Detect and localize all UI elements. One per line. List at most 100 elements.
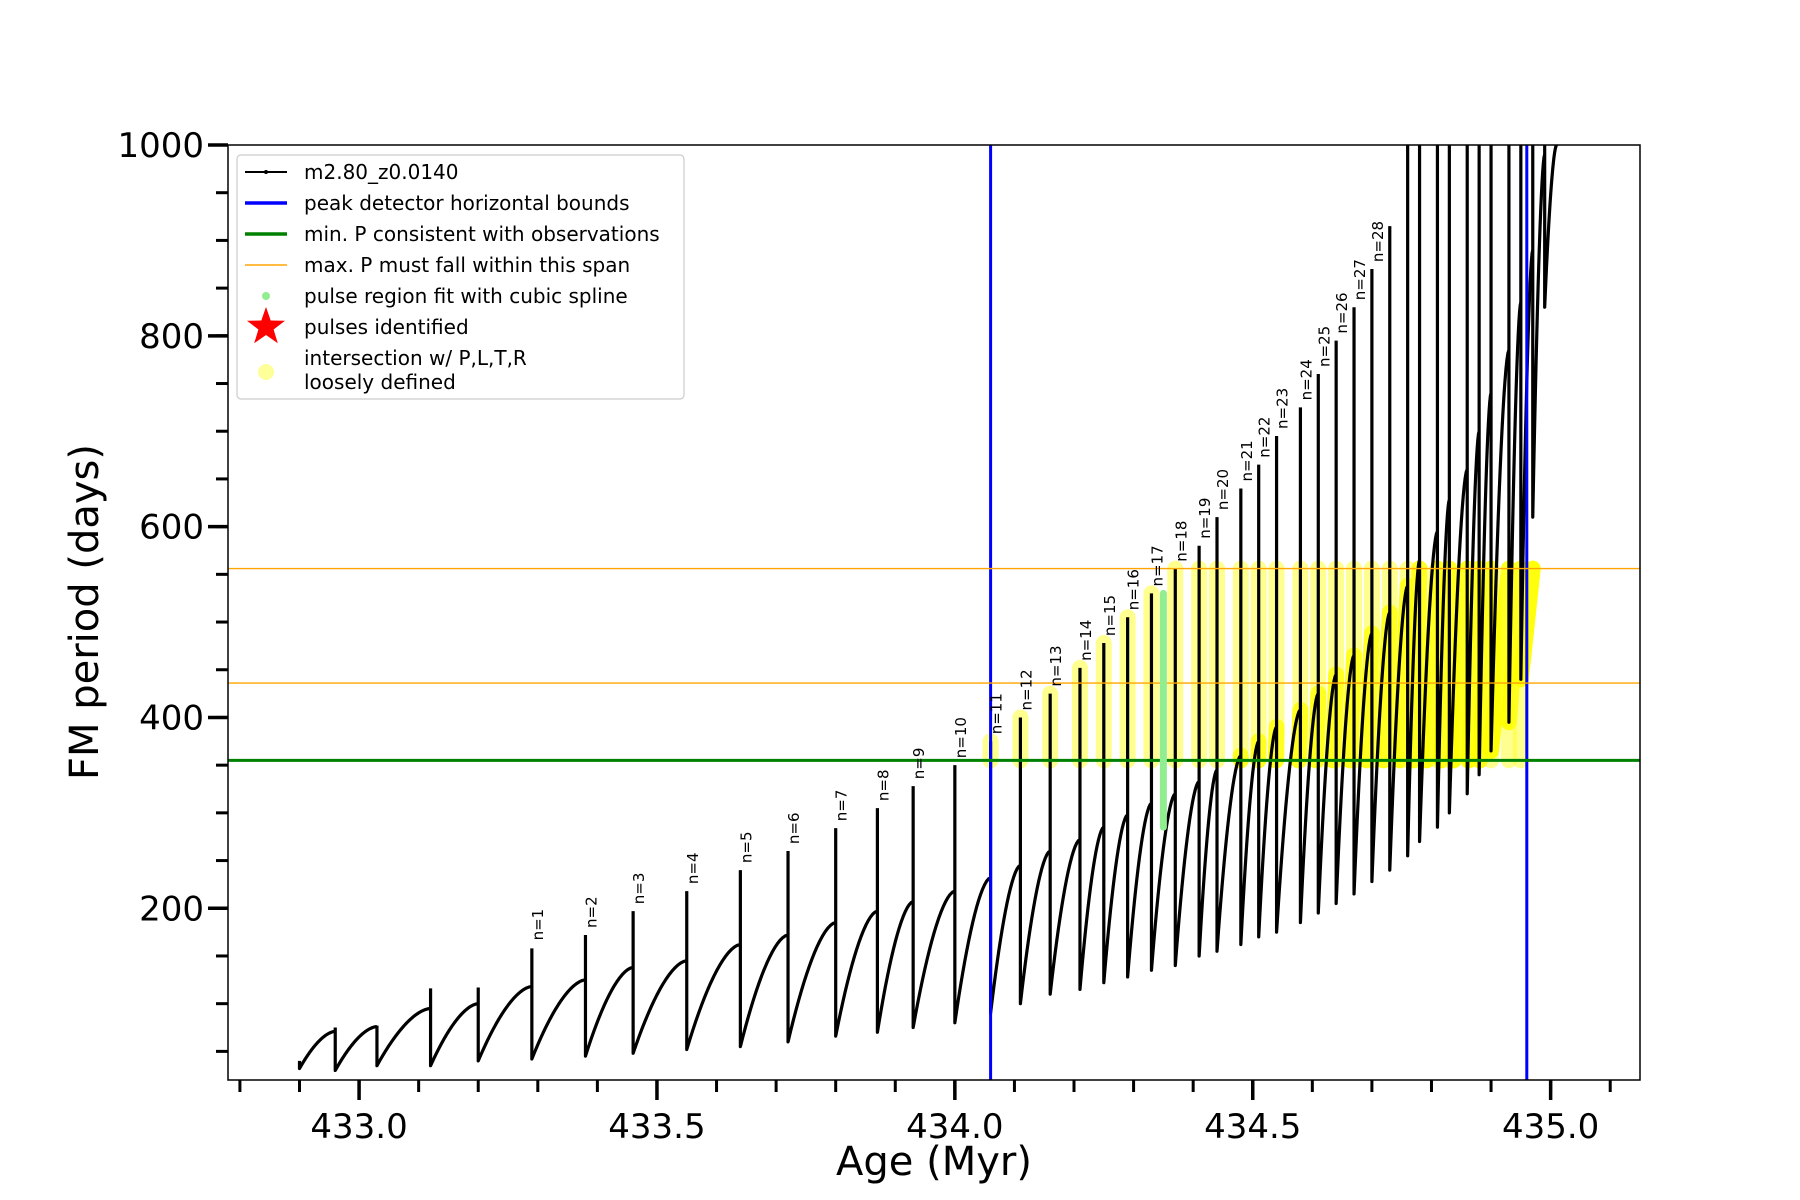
legend-label-6: pulses identified [304,315,469,339]
pulse-label-22: n=22 [1256,417,1274,458]
series-layer [297,145,1558,1073]
pulse-label-20: n=20 [1214,469,1232,510]
series-pulse-44 [1531,145,1547,519]
pulse-label-17: n=17 [1149,545,1167,586]
pulse-label-19: n=19 [1196,498,1214,539]
reference-lines [228,145,1640,1080]
legend-handle-circle [258,364,274,380]
pulse-label-4: n=4 [684,852,702,884]
series-pulse-35 [1406,145,1422,858]
legend-label-1: m2.80_z0.0140 [304,160,459,184]
y-tick-label-1000: 1000 [117,126,204,166]
y-axis-title: FM period (days) [62,444,108,780]
pulse-label-7: n=7 [833,790,851,822]
x-tick-label-4: 435.0 [1502,1107,1599,1147]
series-pulse-25 [1215,517,1243,953]
series-pulse-36 [1417,145,1439,844]
pulse-label-9: n=9 [910,748,928,780]
pulse-label-23: n=23 [1274,388,1292,429]
series-pulse-26 [1239,488,1261,947]
series-pulse-8 [631,911,688,1055]
axes: 200 400 600 800 1000 433.0 433.5 434.0 434.5 435.… [117,126,1612,1147]
series-pulse-9 [685,891,741,1052]
series-pulse-2 [333,1024,378,1073]
series-pulse-22 [1149,593,1177,972]
pulse-label-26: n=26 [1333,292,1351,333]
pulse-label-10: n=10 [952,717,970,758]
x-tick-label-0: 433.0 [310,1107,407,1147]
series-pulse-3 [375,1006,431,1068]
pulse-label-6: n=6 [785,812,803,844]
series-pulse-13 [875,808,914,1034]
x-tick-label-3: 434.5 [1204,1107,1301,1147]
series-pulse-40 [1477,145,1493,777]
series-pulse-19 [1078,667,1105,991]
series-pulse-5 [476,984,533,1063]
series-pulse-32 [1352,307,1374,896]
series-pulse-21 [1126,617,1153,979]
series-pulse-1 [297,1029,336,1071]
series-pulse-11 [786,851,837,1044]
series-pulse-39 [1465,145,1481,796]
x-tick-label-2: 434.0 [906,1107,1003,1147]
legend-handle-star [247,307,285,344]
series-pulse-14 [911,786,956,1030]
series-pulse-31 [1334,340,1356,906]
legend-label-3: min. P consistent with observations [304,222,660,246]
pulse-label-5: n=5 [737,831,755,863]
pulse-label-25: n=25 [1315,326,1333,367]
pulse-label-16: n=16 [1125,569,1143,610]
legend-handle-dot [262,292,270,300]
series-pulse-45 [1543,145,1558,309]
series-pulse-20 [1102,643,1129,985]
legend-label-7: loosely defined [304,370,456,394]
pulse-label-1: n=1 [529,909,547,941]
series-pulse-10 [738,870,789,1049]
series-pulse-23 [1173,568,1201,968]
series-pulse-15 [953,765,992,1025]
pulse-labels: n=1 n=2 n=3 n=4 n=5 n=6 n=7 n=8 n=9 n=10 n=11 n=12 n… [529,221,1387,940]
pulse-label-3: n=3 [630,873,648,905]
pulse-label-12: n=12 [1017,669,1035,710]
series-pulse-27 [1257,464,1278,939]
series-pulse-42 [1507,145,1523,724]
x-tick-label-1: 433.5 [608,1107,705,1147]
legend-label-2: peak detector horizontal bounds [304,191,630,215]
legend-label-5: pulse region fit with cubic spline [304,284,628,308]
series-pulse-7 [583,934,634,1058]
series-pulse-34 [1388,226,1410,872]
series-pulse-28 [1274,435,1302,934]
pulse-label-8: n=8 [874,769,892,801]
series-pulse-33 [1370,269,1392,884]
series-pulse-17 [1018,717,1052,1006]
series-pulse-6 [530,948,586,1061]
y-tick-label-600: 600 [139,508,204,548]
pulse-label-24: n=24 [1297,359,1315,400]
pulse-label-14: n=14 [1077,620,1095,661]
pulse-label-2: n=2 [583,896,601,928]
series-pulse-41 [1489,145,1511,753]
y-tick-label-800: 800 [139,317,204,357]
series-pulse-16 [989,741,1022,1015]
series-pulse-24 [1197,545,1219,958]
pulse-label-11: n=11 [988,693,1006,734]
series-pulse-29 [1298,407,1320,925]
series-pulse-30 [1316,373,1338,915]
legend-handle-dot [264,170,268,174]
pulse-label-28: n=28 [1369,221,1387,262]
x-axis-title: Age (Myr) [836,1139,1032,1185]
legend-label-7: intersection w/ P,L,T,R [304,346,527,370]
pulse-label-21: n=21 [1238,440,1256,481]
y-tick-label-400: 400 [139,698,204,738]
series-pulse-37 [1435,145,1451,829]
series-pulse-4 [428,988,479,1068]
series-pulse-18 [1048,693,1081,996]
plot-frame [227,144,1641,1081]
legend-box [236,154,685,400]
legend-label-4: max. P must fall within this span [304,253,630,277]
series-pulse-12 [834,828,878,1038]
y-tick-label-200: 200 [139,889,204,929]
pulse-label-13: n=13 [1047,645,1065,686]
